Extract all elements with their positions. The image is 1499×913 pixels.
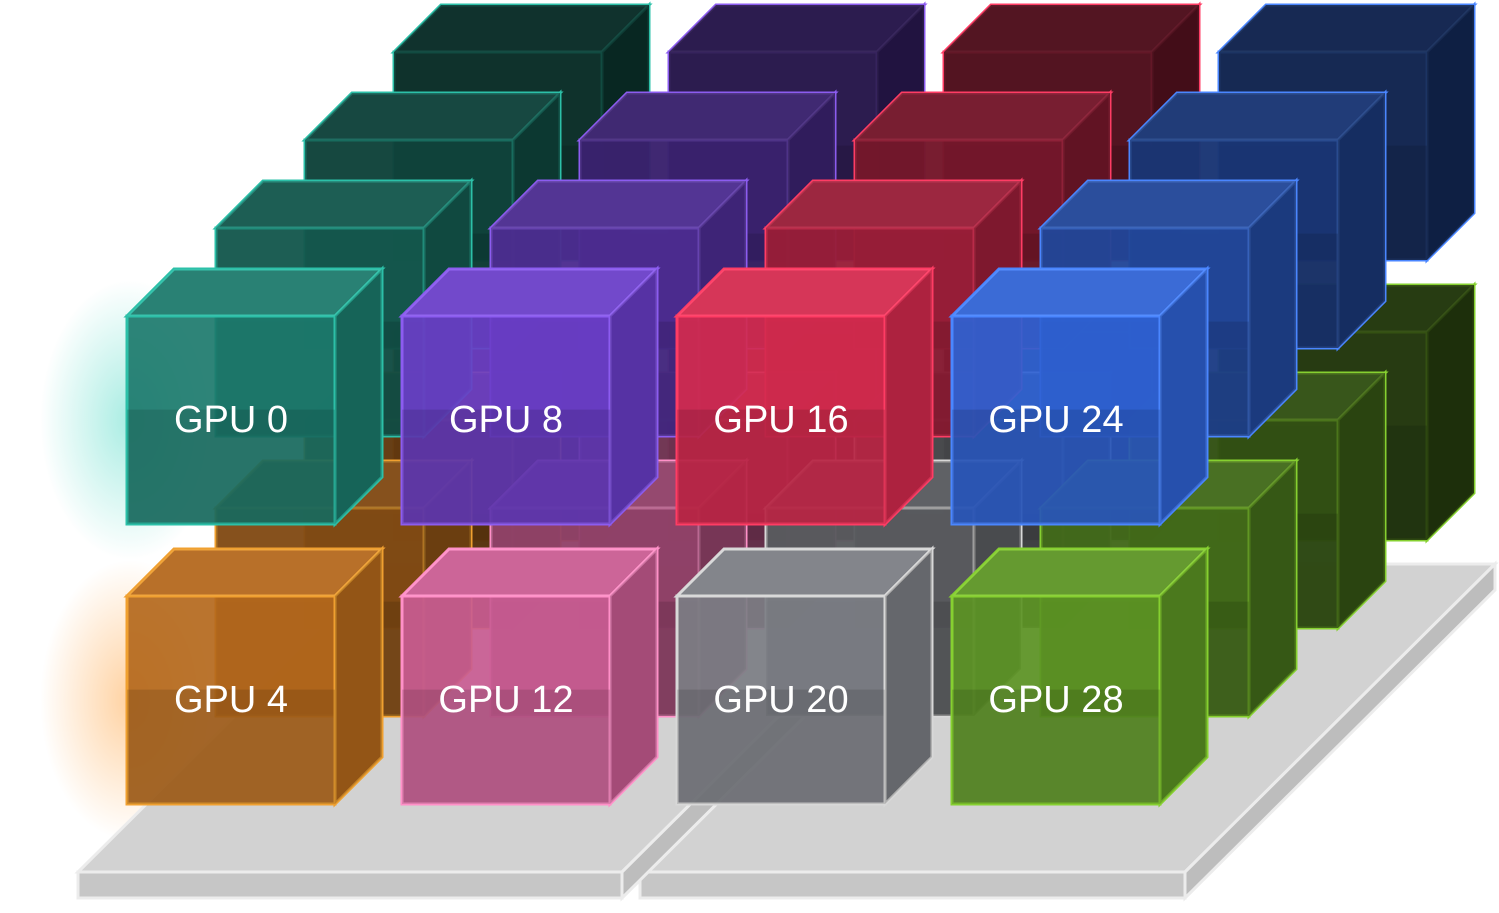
shade bbox=[580, 93, 835, 140]
shade bbox=[402, 269, 657, 316]
gpu-label: GPU 28 bbox=[988, 679, 1123, 721]
gpu-label: GPU 4 bbox=[174, 679, 288, 721]
shade bbox=[402, 549, 657, 596]
cube-side bbox=[333, 265, 384, 528]
cube-side bbox=[1247, 177, 1298, 440]
gpu-label: GPU 24 bbox=[988, 399, 1123, 441]
cube-side bbox=[608, 545, 659, 808]
cube-side bbox=[883, 265, 934, 528]
shade bbox=[766, 181, 1021, 228]
shade bbox=[335, 269, 382, 524]
cube: GPU 28 bbox=[948, 545, 1211, 808]
cube-side bbox=[333, 545, 384, 808]
cube-front bbox=[950, 314, 1162, 526]
shade bbox=[952, 409, 1160, 524]
cube: GPU 12 bbox=[398, 545, 661, 808]
shade bbox=[855, 93, 1110, 140]
shade bbox=[677, 269, 932, 316]
shade bbox=[402, 689, 610, 804]
cube-side bbox=[1247, 457, 1298, 720]
gpu-label: GPU 12 bbox=[438, 679, 573, 721]
shade bbox=[677, 549, 932, 596]
shade bbox=[677, 689, 885, 804]
shade bbox=[610, 549, 657, 804]
shade bbox=[1338, 373, 1385, 628]
shade bbox=[952, 689, 1160, 804]
shade bbox=[127, 549, 382, 596]
shade bbox=[216, 181, 471, 228]
cube: GPU 16 bbox=[673, 265, 936, 528]
cube-side bbox=[1336, 89, 1387, 352]
shade bbox=[127, 689, 335, 804]
shade bbox=[1130, 93, 1385, 140]
cube: GPU 24 bbox=[948, 265, 1211, 528]
cube: GPU 0 bbox=[123, 265, 386, 528]
cube-side bbox=[883, 545, 934, 808]
cube-grid: GPU 0 GPU 8 GPU 16 GPU 24 GPU 4 GPU 12 GPU 20 G… bbox=[123, 1, 1478, 808]
gpu-label: GPU 20 bbox=[713, 679, 848, 721]
cube-side bbox=[608, 265, 659, 528]
shade bbox=[952, 269, 1207, 316]
shade bbox=[305, 93, 560, 140]
shade bbox=[1160, 269, 1207, 524]
shade bbox=[1160, 549, 1207, 804]
cube-side bbox=[1158, 265, 1209, 528]
cube: GPU 4 bbox=[123, 545, 386, 808]
gpu-label: GPU 16 bbox=[713, 399, 848, 441]
shade bbox=[127, 409, 335, 524]
gpu-label: GPU 8 bbox=[449, 399, 563, 441]
shade bbox=[1249, 181, 1296, 436]
cube-front bbox=[400, 594, 612, 806]
shade bbox=[885, 269, 932, 524]
cube-side bbox=[1158, 545, 1209, 808]
shade bbox=[952, 549, 1207, 596]
cube-front bbox=[675, 594, 887, 806]
shade bbox=[610, 269, 657, 524]
shade bbox=[677, 409, 885, 524]
cube-side bbox=[1336, 369, 1387, 632]
cube: GPU 20 bbox=[673, 545, 936, 808]
cube-front bbox=[125, 594, 337, 806]
cube-front bbox=[675, 314, 887, 526]
shade bbox=[127, 269, 382, 316]
cube: GPU 8 bbox=[398, 265, 661, 528]
shade bbox=[335, 549, 382, 804]
shade bbox=[491, 181, 746, 228]
shade bbox=[1338, 93, 1385, 348]
shade bbox=[885, 549, 932, 804]
shade bbox=[1041, 181, 1296, 228]
shade bbox=[402, 409, 610, 524]
shade bbox=[1249, 461, 1296, 716]
gpu-label: GPU 0 bbox=[174, 399, 288, 441]
